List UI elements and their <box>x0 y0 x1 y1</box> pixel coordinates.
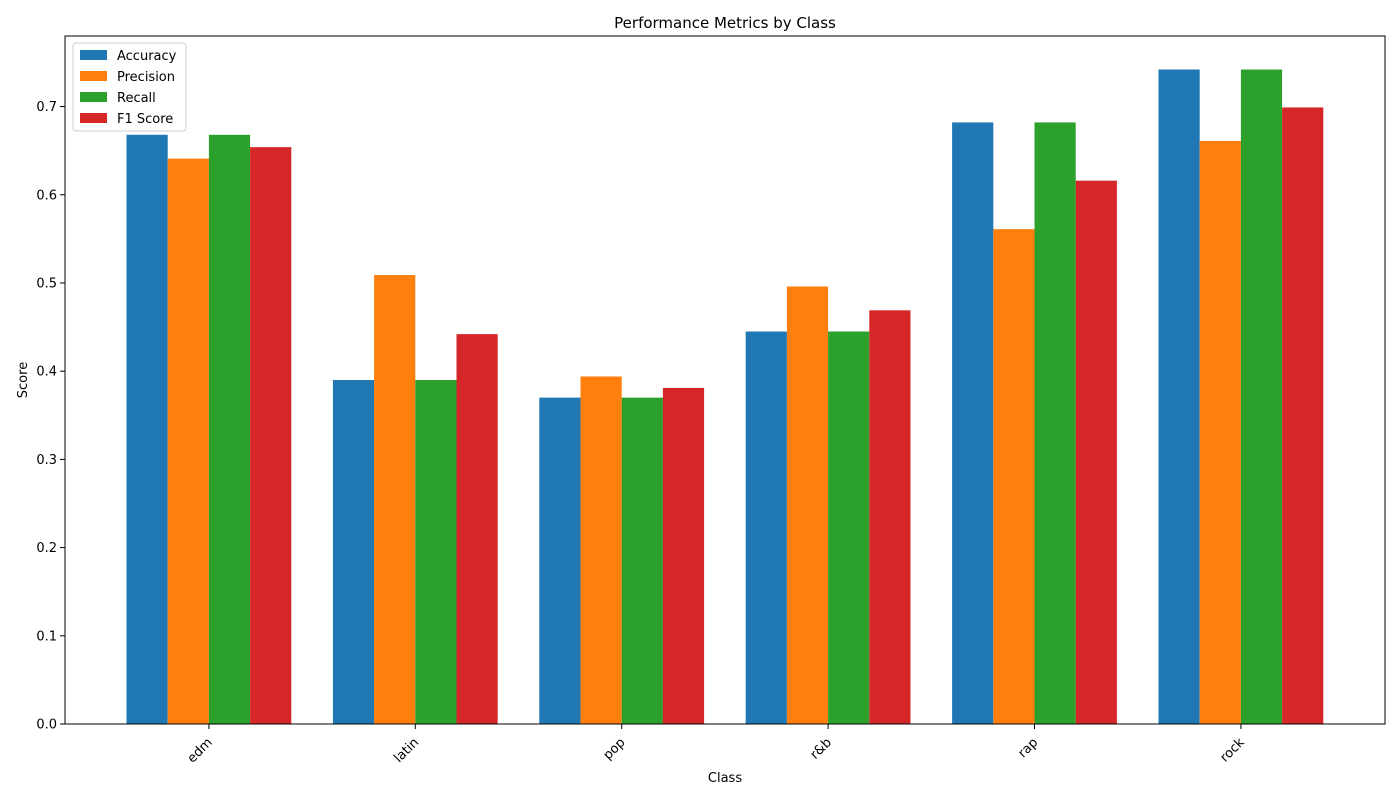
bar-recall-0 <box>208 134 251 725</box>
bar-f1-score-4 <box>1075 180 1117 724</box>
x-tick-label: r&b <box>808 735 835 762</box>
bar-recall-4 <box>1034 122 1076 724</box>
y-tick-label: 0.2 <box>36 541 57 556</box>
bar-accuracy-3 <box>745 331 787 724</box>
bar-precision-1 <box>374 275 416 724</box>
bar-precision-4 <box>993 229 1035 725</box>
bar-precision-2 <box>580 376 622 724</box>
legend: Accuracy Precision Recall F1 Score <box>72 42 187 132</box>
legend-label-precision: Precision <box>117 70 175 85</box>
y-axis-label: Score <box>16 362 31 398</box>
bar-recall-2 <box>621 397 663 724</box>
bar-accuracy-1 <box>332 380 375 724</box>
x-tick-label: pop <box>601 735 629 763</box>
y-tick-label: 0.6 <box>36 188 57 203</box>
bar-f1-score-1 <box>456 334 498 724</box>
y-tick-label: 0.4 <box>36 365 57 380</box>
bar-precision-0 <box>167 158 209 725</box>
legend-swatch-precision <box>80 71 107 81</box>
y-axis: 0.0 0.1 0.2 0.3 0.4 0.5 0.6 0.7 <box>36 100 65 733</box>
x-axis-label: Class <box>708 771 742 786</box>
bar-f1-score-2 <box>662 387 705 724</box>
bar-precision-3 <box>786 286 829 724</box>
bar-accuracy-4 <box>952 122 994 724</box>
bar-precision-5 <box>1199 140 1241 724</box>
bar-recall-3 <box>828 331 870 724</box>
x-tick-label: rock <box>1218 735 1249 766</box>
bar-recall-5 <box>1240 69 1283 724</box>
legend-swatch-recall <box>80 92 107 102</box>
legend-swatch-accuracy <box>80 50 107 60</box>
y-tick-label: 0.7 <box>36 100 57 115</box>
x-tick-label: edm <box>185 735 216 766</box>
bar-recall-1 <box>415 380 457 724</box>
y-tick-label: 0.1 <box>36 629 57 644</box>
bars-group <box>126 69 1324 725</box>
y-tick-label: 0.0 <box>36 718 57 733</box>
x-axis: edm latin pop r&b rap rock <box>185 724 1248 766</box>
legend-label-recall: Recall <box>117 91 156 106</box>
bar-accuracy-2 <box>539 397 581 724</box>
plot-frame <box>64 35 1386 725</box>
legend-swatch-f1-score <box>80 113 107 123</box>
bar-f1-score-3 <box>869 310 911 724</box>
x-tick-label: rap <box>1015 735 1041 761</box>
legend-label-accuracy: Accuracy <box>117 49 177 64</box>
y-tick-label: 0.5 <box>36 276 57 291</box>
bar-accuracy-0 <box>126 134 168 725</box>
legend-label-f1-score: F1 Score <box>117 112 173 127</box>
chart-title: Performance Metrics by Class <box>614 14 836 32</box>
legend-box <box>72 42 187 132</box>
y-tick-label: 0.3 <box>36 453 57 468</box>
bar-f1-score-0 <box>250 147 292 724</box>
bar-f1-score-5 <box>1282 107 1324 724</box>
bar-accuracy-5 <box>1158 69 1200 724</box>
x-tick-label: latin <box>391 735 422 766</box>
